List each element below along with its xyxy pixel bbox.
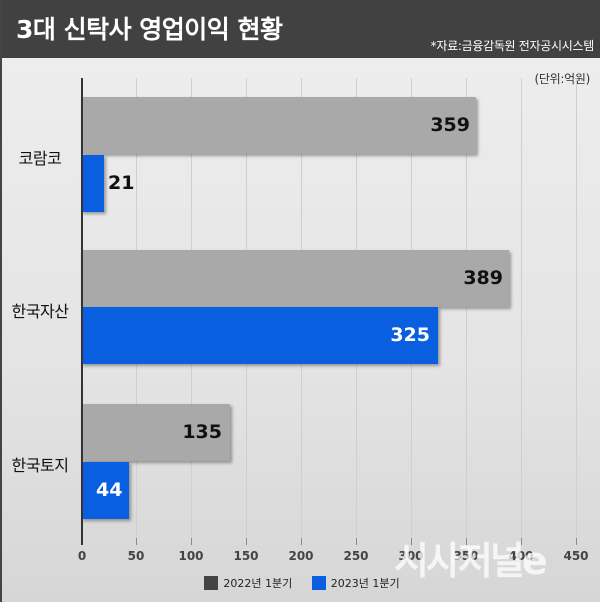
legend: 2022년 1분기 2023년 1분기 [2, 575, 600, 593]
x-tick [301, 538, 302, 545]
bar-value-label: 359 [430, 114, 470, 136]
bar-kaa-2023: 325 [81, 307, 438, 364]
bar-korameco-2023: 21 [81, 155, 134, 212]
bar-kolit-2023: 44 [81, 462, 129, 519]
x-tick-label: 250 [343, 549, 369, 563]
x-tick [136, 538, 137, 545]
bar-value-label: 389 [463, 267, 503, 289]
legend-label: 2022년 1분기 [223, 577, 293, 590]
watermark-logo: 시사저널e [394, 539, 548, 583]
x-tick-label: 100 [178, 549, 204, 563]
x-tick-label: 350 [453, 549, 479, 563]
x-tick-label: 200 [288, 549, 314, 563]
x-tick-label: 50 [127, 549, 145, 563]
gridline [521, 78, 522, 538]
x-tick [191, 538, 192, 545]
x-tick [81, 538, 83, 545]
category-label-korameco: 코람코 [18, 149, 62, 168]
x-tick [466, 538, 467, 545]
legend-swatch-icon [204, 576, 219, 590]
x-tick-label: 400 [508, 549, 534, 563]
x-tick-label: 300 [398, 549, 424, 563]
x-tick-label: 450 [563, 549, 589, 563]
bar-value-label: 135 [182, 421, 222, 443]
y-axis-line [81, 78, 83, 538]
legend-swatch-icon [311, 576, 326, 590]
header-bar: 3대 신탁사 영업이익 현황 *자료:금융감독원 전자공시시스템 [2, 0, 600, 58]
bar-korameco-2022: 359 [81, 97, 476, 154]
bar-kaa-2022: 389 [81, 250, 509, 307]
x-tick [521, 538, 522, 545]
bar-value-label: 325 [390, 324, 430, 346]
x-tick [576, 538, 577, 545]
legend-item-2023: 2023년 1분기 [311, 575, 400, 591]
x-tick [356, 538, 357, 545]
category-label-kolit: 한국토지 [11, 456, 69, 475]
bar-value-label: 44 [96, 479, 123, 501]
chart-title: 3대 신탁사 영업이익 현황 [16, 15, 283, 44]
x-tick-label: 0 [77, 549, 87, 563]
x-tick [246, 538, 247, 545]
gridline [576, 78, 577, 538]
category-label-kaa: 한국자산 [11, 302, 69, 321]
source-note: *자료:금융감독원 전자공시시스템 [430, 39, 595, 53]
bar-kolit-2022: 135 [81, 404, 230, 461]
legend-label: 2023년 1분기 [330, 577, 400, 590]
x-tick [411, 538, 412, 545]
gridline [466, 78, 467, 538]
legend-item-2022: 2022년 1분기 [204, 575, 292, 591]
x-tick-label: 150 [233, 549, 259, 563]
bar-value-label: 21 [108, 172, 135, 194]
